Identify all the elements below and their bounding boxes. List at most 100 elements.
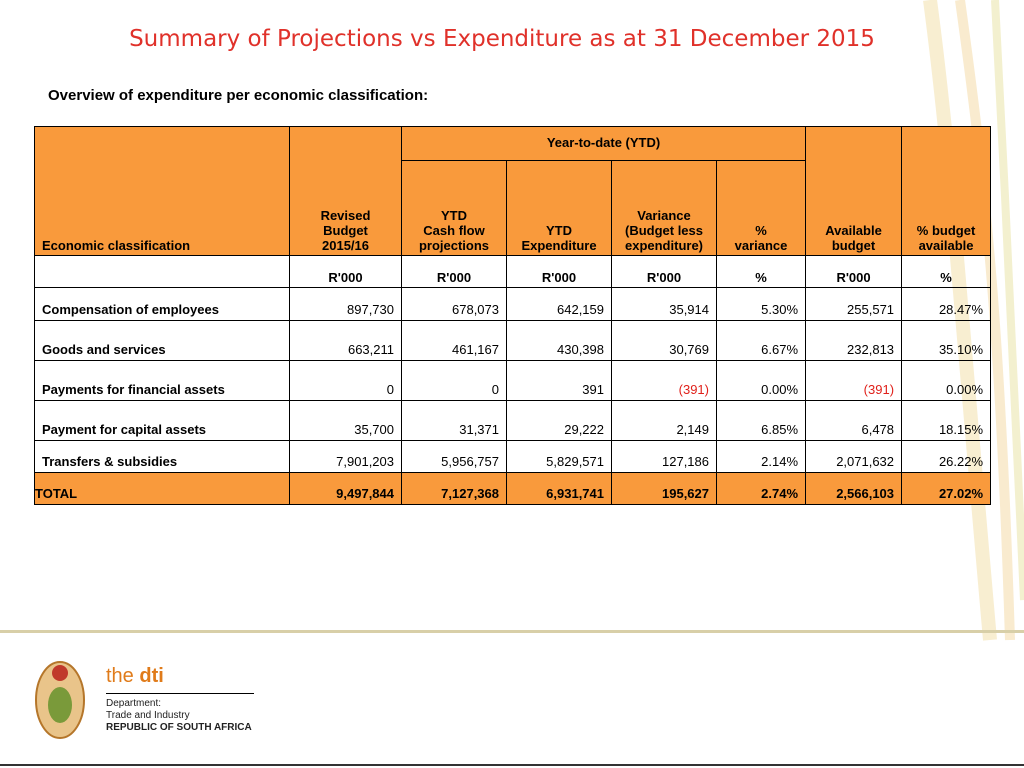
- total-cell: 9,497,844: [289, 472, 402, 505]
- header-line: % budget: [916, 223, 976, 238]
- row-label: Payment for capital assets: [34, 400, 290, 441]
- unit-cell: %: [715, 255, 807, 288]
- value-cell: 18.15%: [901, 400, 992, 441]
- value-cell: 2,071,632: [805, 440, 903, 473]
- header-row: YTD Cash flow projections YTD Expenditure Var…: [35, 160, 991, 256]
- units-row: R'000 R'000 R'000 R'000% R'000%: [34, 255, 992, 288]
- total-cell: 195,627: [611, 472, 717, 505]
- value-cell: (391): [805, 360, 903, 401]
- value-cell: 232,813: [805, 320, 903, 361]
- value-cell: 430,398: [506, 320, 612, 361]
- value-cell: 6,478: [805, 400, 903, 441]
- header-cell: Variance (Budget less expenditure): [611, 160, 717, 256]
- value-cell: 255,571: [805, 287, 903, 321]
- value-cell: 0.00%: [715, 360, 807, 401]
- row-label: Payments for financial assets: [34, 360, 290, 401]
- header-cell: Available budget: [805, 126, 903, 256]
- brand-name: dti: [139, 665, 164, 687]
- header-line: projections: [418, 238, 490, 253]
- subtitle: Overview of expenditure per economic cla…: [48, 87, 429, 104]
- unit-cell: R'000: [401, 255, 507, 288]
- total-cell: 2,566,103: [805, 472, 903, 505]
- value-cell: 6.85%: [715, 400, 807, 441]
- blank-cell: [34, 255, 290, 288]
- total-cell: 27.02%: [901, 472, 992, 505]
- header-line: variance: [734, 238, 788, 253]
- data-row: Goods and services 663,211 461,167 430,398 3…: [34, 320, 992, 361]
- row-label: Transfers & subsidies: [34, 440, 290, 473]
- footer-rule: [0, 630, 1024, 633]
- value-cell: 30,769: [611, 320, 717, 361]
- footer-line: Department:: [106, 698, 162, 709]
- header-line: YTD: [441, 208, 467, 223]
- value-cell: 642,159: [506, 287, 612, 321]
- header-line: 2015/16: [322, 238, 369, 253]
- unit-cell: R'000: [611, 255, 717, 288]
- header-cell: Economic classification: [34, 126, 290, 256]
- value-cell: 0: [289, 360, 402, 401]
- expenditure-table: Economic classification Revised Budget 2015…: [34, 126, 992, 505]
- header-line: Available: [825, 223, 882, 238]
- data-row: Compensation of employees 897,730 678,073 6…: [34, 287, 992, 321]
- value-cell: 461,167: [401, 320, 507, 361]
- row-label: Goods and services: [34, 320, 290, 361]
- value-cell: 35,914: [611, 287, 717, 321]
- value-cell: 28.47%: [901, 287, 992, 321]
- title: Summary of Projections vs Expenditure as…: [129, 26, 875, 52]
- value-cell: 6.67%: [715, 320, 807, 361]
- value-cell: 678,073: [401, 287, 507, 321]
- total-cell: 2.74%: [715, 472, 807, 505]
- footer-line: REPUBLIC OF SOUTH AFRICA: [106, 722, 252, 733]
- header-cell: % budget available: [901, 126, 992, 256]
- value-cell: 35.10%: [901, 320, 992, 361]
- footer-line: Trade and Industry: [106, 710, 190, 721]
- value-cell: 127,186: [611, 440, 717, 473]
- header-line: Cash flow: [423, 223, 485, 238]
- value-cell: 26.22%: [901, 440, 992, 473]
- header-cell: Revised Budget 2015/16: [289, 126, 402, 256]
- total-label: TOTAL: [34, 472, 290, 505]
- header-line: YTD: [546, 223, 572, 238]
- header-line: Variance: [637, 208, 691, 223]
- header-cell: YTD Cash flow projections: [401, 160, 507, 256]
- value-cell: 5,956,757: [401, 440, 507, 473]
- header-line: Budget: [323, 223, 368, 238]
- header-line: budget: [831, 238, 876, 253]
- total-row: TOTAL 9,497,844 7,127,368 6,931,741 195,627 2…: [34, 472, 992, 505]
- header-line: expenditure): [624, 238, 703, 253]
- value-cell: 35,700: [289, 400, 402, 441]
- brand-prefix: the: [106, 665, 140, 687]
- logo: the dti Department: Trade and Industry R…: [106, 665, 254, 734]
- header-row: Economic classification Revised Budget 2015…: [34, 126, 992, 256]
- header-line: (Budget less: [624, 223, 703, 238]
- value-cell: 0: [401, 360, 507, 401]
- value-cell: 5,829,571: [506, 440, 612, 473]
- unit-cell: R'000: [805, 255, 903, 288]
- total-cell: 7,127,368: [401, 472, 507, 505]
- value-cell: 2.14%: [715, 440, 807, 473]
- value-cell: 31,371: [401, 400, 507, 441]
- value-cell: 29,222: [506, 400, 612, 441]
- unit-cell: R'000: [289, 255, 402, 288]
- value-cell: 2,149: [611, 400, 717, 441]
- value-cell: (391): [611, 360, 717, 401]
- data-row: Payment for capital assets 35,700 31,371 29…: [34, 400, 992, 441]
- data-row: Transfers & subsidies 7,901,203 5,956,757 5…: [34, 440, 992, 473]
- header-cell: % variance: [715, 160, 807, 256]
- group-header: Year-to-date (YTD): [400, 126, 807, 161]
- brand: the dti: [106, 665, 254, 694]
- value-cell: 7,901,203: [289, 440, 402, 473]
- row-label: Compensation of employees: [34, 287, 290, 321]
- header-cell: YTD Expenditure: [506, 160, 612, 256]
- header-line: available: [918, 238, 974, 253]
- header-line: Revised: [320, 208, 371, 223]
- header-line: Economic classification: [42, 238, 191, 253]
- header-line: Expenditure: [521, 238, 597, 253]
- value-cell: 391: [506, 360, 612, 401]
- data-row: Payments for financial assets 0 0 391 (391) 0…: [34, 360, 992, 401]
- unit-cell: R'000: [506, 255, 612, 288]
- value-cell: 0.00%: [901, 360, 992, 401]
- unit-cell: %: [901, 255, 992, 288]
- value-cell: 5.30%: [715, 287, 807, 321]
